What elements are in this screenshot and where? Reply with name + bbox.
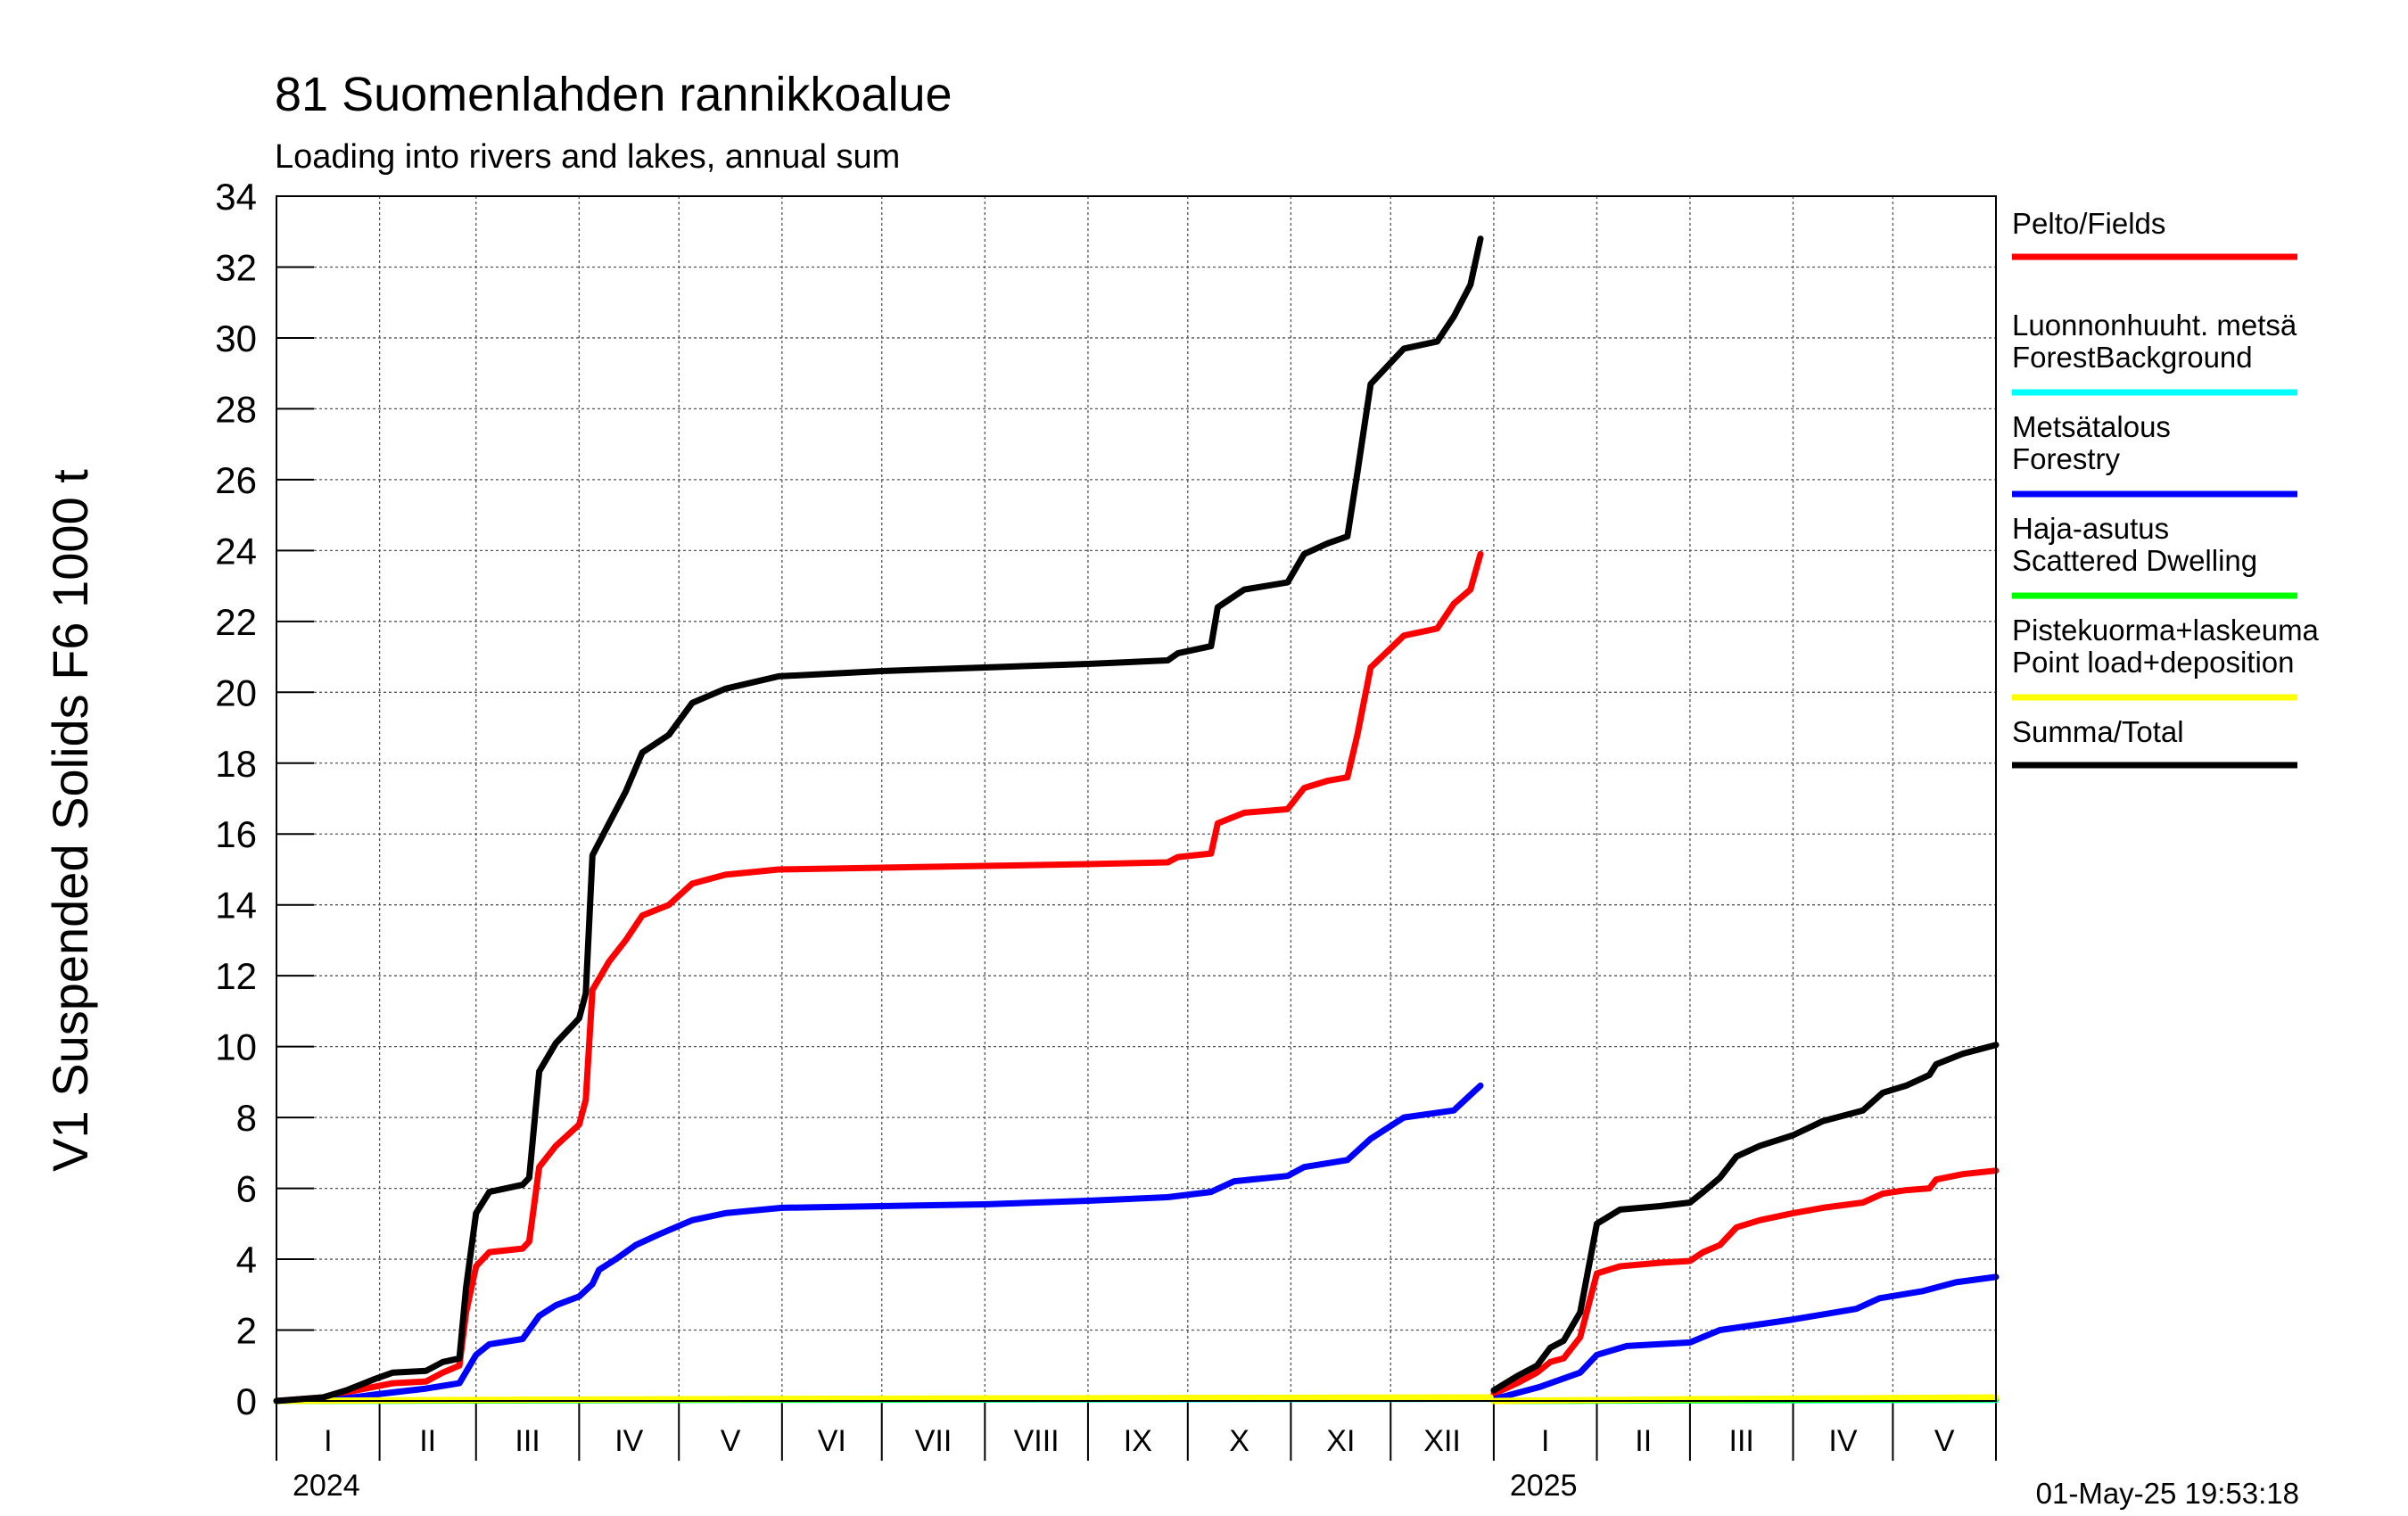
legend-label: Summa/Total	[2012, 715, 2184, 748]
y-tick-label: 14	[215, 885, 257, 927]
legend-label: Pistekuorma+laskeuma	[2012, 614, 2320, 647]
y-tick-label: 20	[215, 671, 257, 713]
y-tick-label: 18	[215, 743, 257, 785]
year-label: 2024	[293, 1469, 360, 1503]
y-tick-label: 32	[215, 246, 257, 288]
legend-label: Pelto/Fields	[2012, 207, 2165, 240]
legend-label: Haja-asutus	[2012, 512, 2169, 545]
chart-subtitle: Loading into rivers and lakes, annual su…	[275, 138, 900, 176]
legend-label: Metsätalous	[2012, 410, 2171, 443]
month-label: IV	[614, 1424, 643, 1458]
plot-frame	[276, 195, 1997, 1402]
month-label: XII	[1423, 1424, 1461, 1458]
series-line	[1490, 1273, 2000, 1403]
month-label: VI	[818, 1424, 846, 1458]
month-label: II	[1635, 1424, 1652, 1458]
y-axis-label: V1 Suspended Solids F6 1000 t	[42, 469, 98, 1172]
y-tick-label: 30	[215, 317, 257, 359]
month-label: IX	[1124, 1424, 1152, 1458]
month-label: III	[1729, 1424, 1754, 1458]
series-line	[1490, 1042, 2000, 1394]
legend-label: Scattered Dwelling	[2012, 544, 2257, 577]
series-line	[273, 1082, 1484, 1405]
y-tick-label: 2	[236, 1310, 257, 1352]
month-label: VIII	[1014, 1424, 1060, 1458]
y-tick-label: 4	[236, 1239, 257, 1281]
month-label: XI	[1326, 1424, 1355, 1458]
y-tick-label: 6	[236, 1168, 257, 1210]
month-label: IV	[1828, 1424, 1857, 1458]
plot-lines	[273, 235, 2000, 1405]
month-label: VII	[915, 1424, 952, 1458]
legend-label: Luonnonhuuht. metsä	[2012, 309, 2297, 342]
y-tick-label: 0	[236, 1380, 257, 1422]
y-tick-label: 28	[215, 388, 257, 430]
y-tick-label: 34	[215, 176, 257, 218]
legend-label: Forestry	[2012, 442, 2121, 475]
timestamp: 01-May-25 19:53:18	[2036, 1477, 2299, 1510]
chart-title: 81 Suomenlahden rannikkoalue	[275, 68, 952, 121]
y-tick-label: 8	[236, 1097, 257, 1139]
series-line	[273, 235, 1484, 1405]
month-label: I	[324, 1424, 332, 1458]
y-tick-label: 24	[215, 530, 257, 572]
year-label: 2025	[1510, 1469, 1578, 1503]
legend-label: Point load+deposition	[2012, 646, 2295, 679]
month-label: V	[721, 1424, 741, 1458]
month-label: III	[515, 1424, 540, 1458]
y-tick-label: 12	[215, 955, 257, 997]
y-tick-label: 16	[215, 813, 257, 855]
month-label: II	[419, 1424, 436, 1458]
y-tick-label: 10	[215, 1026, 257, 1068]
y-tick-label: 26	[215, 459, 257, 501]
month-label: I	[1541, 1424, 1549, 1458]
legend-label: ForestBackground	[2012, 341, 2253, 374]
series-line	[1490, 1167, 2000, 1397]
series-line	[273, 550, 1484, 1405]
month-label: V	[1934, 1424, 1955, 1458]
legend: Pelto/Fields Luonnonhuuht. metsäForestBac…	[2012, 207, 2320, 769]
month-label: X	[1229, 1424, 1249, 1458]
y-tick-label: 22	[215, 601, 257, 643]
